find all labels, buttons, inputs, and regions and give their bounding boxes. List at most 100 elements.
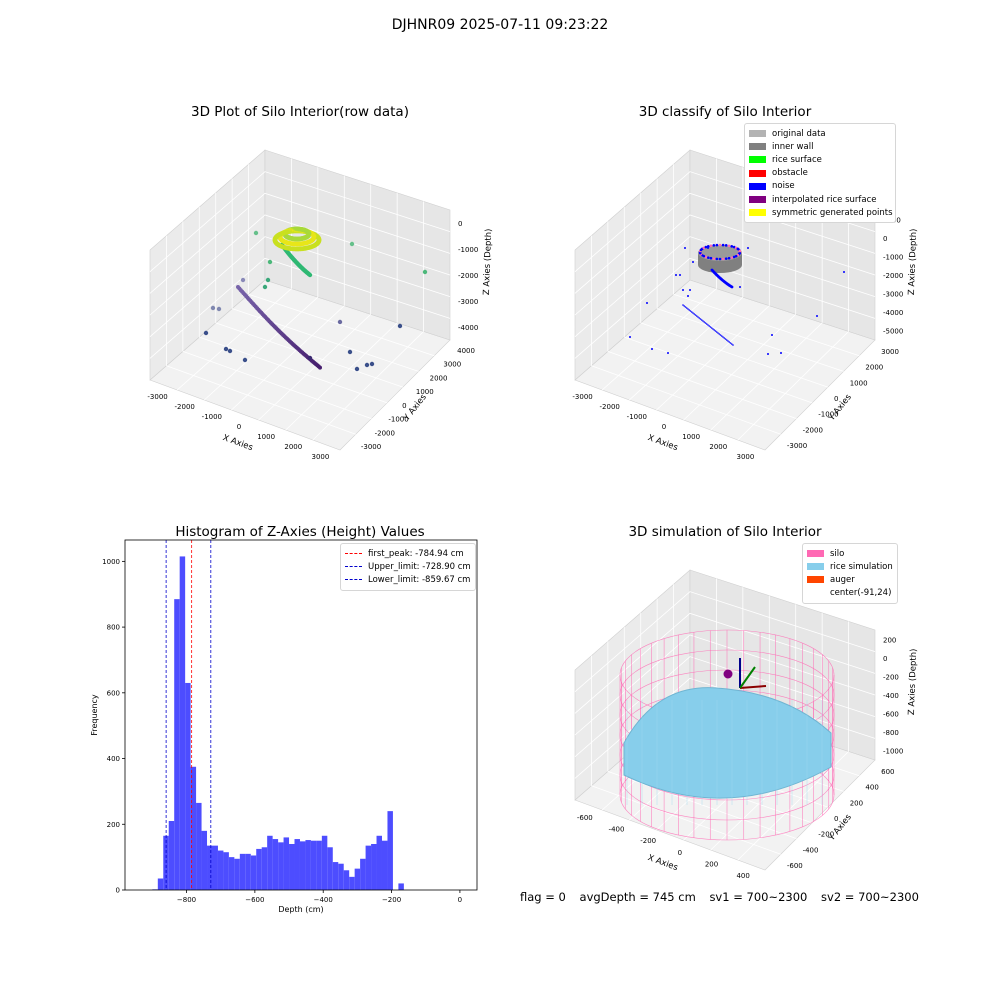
legend-entry: interpolated rice surface <box>749 193 891 206</box>
x-axis-label: Depth (cm) <box>278 905 323 914</box>
p1-ytick-label: -3000 <box>361 443 381 451</box>
p2-grid-line <box>657 308 844 372</box>
p2-noise-point <box>675 274 677 276</box>
histogram-bar <box>387 811 393 890</box>
p2-xtick-label: -3000 <box>572 393 592 401</box>
histogram-bar <box>289 843 295 890</box>
legend-entry: noise <box>749 180 891 193</box>
p2-noise-point <box>689 289 691 291</box>
legend-entry: auger <box>807 573 893 586</box>
p2-ztick-label: 0 <box>883 235 887 243</box>
p1-ytick-label: 4000 <box>457 347 475 355</box>
p2-ztick-label: -5000 <box>883 328 903 336</box>
p1-point <box>203 330 209 336</box>
legend-label: interpolated rice surface <box>772 194 877 205</box>
p1-ztick-label: -2000 <box>458 272 478 280</box>
p2-grid-line <box>673 293 860 357</box>
p4-ytick-label: 200 <box>850 799 863 807</box>
p2-point <box>721 243 725 247</box>
legend-swatch <box>749 182 766 190</box>
p1-xtick-label: -3000 <box>147 393 167 401</box>
p2-noise-point <box>684 306 687 308</box>
p1-point <box>216 306 222 312</box>
p2-noise-point <box>651 348 653 350</box>
p1-point <box>354 366 360 372</box>
histogram-bar <box>343 870 350 890</box>
legend-entry: rice surface <box>749 153 891 166</box>
p2-ztick-label: -2000 <box>883 272 903 280</box>
legend-swatch <box>749 156 766 164</box>
histogram-bar <box>234 858 240 890</box>
p2-noise-point <box>715 331 718 333</box>
histogram-bar <box>381 840 388 890</box>
histogram-bar <box>179 556 186 890</box>
p1-point <box>311 234 317 239</box>
p2-noise-point <box>707 324 709 326</box>
p2-grid-line <box>656 305 770 411</box>
panel2-3d-plot: -3000 -2000 -1000 0 1000 2000 3000 -3000 -2000 -1… <box>572 149 919 461</box>
p1-xtick-label: 2000 <box>284 443 302 451</box>
p1-grid-line <box>199 336 388 404</box>
p2-point <box>712 244 716 247</box>
p2-point <box>718 257 722 261</box>
p2-ytick-label: -1000 <box>818 411 838 419</box>
p2-noise-point <box>732 344 734 346</box>
legend-label: rice simulation <box>830 561 893 572</box>
p2-noise-point <box>724 338 727 340</box>
p2-noise-point <box>692 261 694 263</box>
p2-point <box>721 257 725 261</box>
p1-grid-line <box>149 236 451 337</box>
p4-ztick-label: -400 <box>883 692 899 700</box>
p1-ytick-label: 2000 <box>430 374 448 382</box>
p2-noise-point <box>713 329 716 331</box>
p2-ytick-label: 3000 <box>881 348 899 356</box>
panel3-title: Histogram of Z-Axies (Height) Values <box>175 524 425 540</box>
p1-grid-line <box>176 288 292 391</box>
p1-point <box>223 346 229 352</box>
y-tick-label: 600 <box>107 689 120 697</box>
legend-entry: center(-91,24) <box>807 587 893 600</box>
center-marker <box>723 669 733 679</box>
histogram-bar <box>338 863 344 890</box>
histogram-bar <box>245 853 251 890</box>
auger-axis-x <box>739 685 767 689</box>
p2-noise-point <box>704 322 707 324</box>
p2-noise-point <box>767 353 769 355</box>
p2-noise-point <box>700 319 703 321</box>
p2-ztick-label: -3000 <box>883 291 903 299</box>
p2-noise-point <box>727 340 729 342</box>
p1-grid-line <box>149 257 451 359</box>
p2-noise-point <box>771 334 773 336</box>
legend-line <box>345 566 362 568</box>
legend-swatch <box>807 576 824 584</box>
panel1-3d-plot: -3000 -2000 -1000 0 1000 2000 3000 -3000 -2000 -1… <box>147 149 494 461</box>
p1-point <box>267 259 273 265</box>
p1-grid-line <box>248 293 435 357</box>
histogram-bar <box>299 841 306 890</box>
legend-label: Upper_limit: -728.90 cm <box>368 561 471 572</box>
p1-xtick-label: -1000 <box>202 413 222 421</box>
legend-label: inner wall <box>772 141 814 152</box>
p1-point <box>347 349 353 355</box>
p4-ytick-label: 0 <box>834 815 838 823</box>
p1-grid-line <box>149 192 451 294</box>
histogram-bar <box>360 858 366 890</box>
status-footer: flag = 0 avgDepth = 745 cm sv1 = 700~230… <box>520 890 929 904</box>
panel2-title: 3D classify of Silo Interior <box>638 104 812 120</box>
p4-xtick-label: 200 <box>705 861 718 869</box>
p2-ytick-label: -3000 <box>787 442 807 450</box>
p2-noise-point <box>682 289 684 291</box>
p2-noise-point <box>699 318 702 320</box>
p1-ztick-label: -4000 <box>458 324 478 332</box>
legend-entry: silo <box>807 547 893 560</box>
histogram-bar <box>283 837 290 890</box>
p2-xtick-label: -1000 <box>627 413 647 421</box>
histogram-legend: first_peak: -784.94 cm Upper_limit: -728.… <box>340 543 476 591</box>
p1-xtick-label: 0 <box>237 423 241 431</box>
p2-noise-point <box>843 271 845 273</box>
p2-noise-point <box>719 334 722 336</box>
legend-label: center(-91,24) <box>830 588 892 599</box>
p2-ytick-label: -2000 <box>803 426 823 434</box>
legend-swatch <box>749 196 766 204</box>
p4-ztick-label: -600 <box>883 711 899 719</box>
